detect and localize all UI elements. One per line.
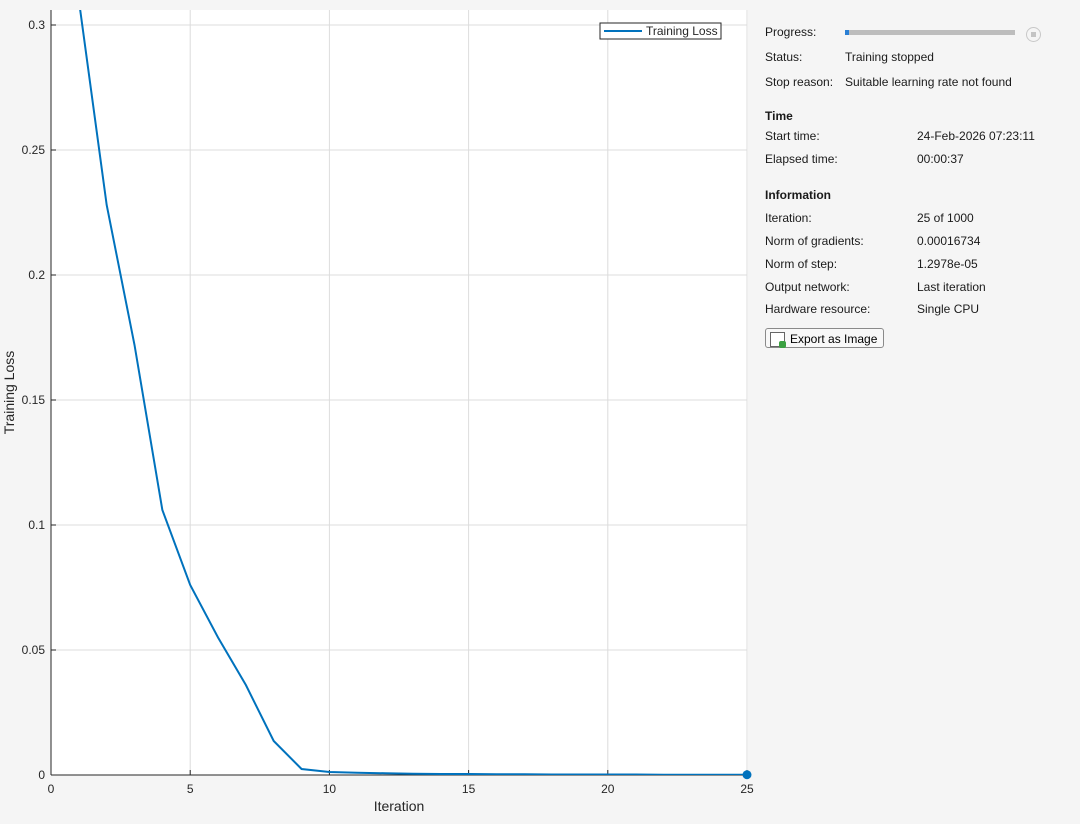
elapsed-time-value: 00:00:37	[917, 152, 964, 166]
x-tick-label: 15	[462, 782, 476, 796]
training-loss-chart: 0 5 10 15 20 25 0 0.05 0.1 0.15 0.2 0.25 0.3 Iteratio…	[1, 10, 754, 814]
stop-reason-label: Stop reason:	[765, 75, 834, 89]
x-axis-label: Iteration	[374, 798, 425, 814]
info-label: Norm of step:	[765, 257, 838, 271]
info-label: Output network:	[765, 280, 850, 294]
export-image-icon	[770, 332, 786, 348]
elapsed-time-label: Elapsed time:	[765, 152, 838, 166]
progress-bar	[845, 30, 1015, 35]
y-tick-label: 0	[38, 768, 45, 782]
export-label: Export as Image	[790, 332, 878, 346]
info-label: Norm of gradients:	[765, 234, 864, 248]
stop-reason-value: Suitable learning rate not found	[845, 75, 1012, 89]
x-tick-label: 25	[740, 782, 754, 796]
plot-area	[51, 10, 748, 775]
info-label: Iteration:	[765, 211, 812, 225]
y-tick-label: 0.2	[28, 268, 45, 282]
training-loss-line	[79, 10, 747, 775]
start-time-label: Start time:	[765, 129, 820, 143]
info-label: Hardware resource:	[765, 302, 871, 316]
info-value: 25 of 1000	[917, 211, 974, 225]
information-header: Information	[765, 188, 831, 202]
y-tick-label: 0.3	[28, 18, 45, 32]
y-axis-label: Training Loss	[1, 351, 17, 435]
info-value: Single CPU	[917, 302, 980, 316]
x-tick-label: 5	[187, 782, 194, 796]
y-tick-label: 0.1	[28, 518, 45, 532]
legend	[599, 22, 722, 40]
y-tick-label: 0.15	[22, 393, 46, 407]
y-tick-label: 0.05	[22, 643, 46, 657]
export-as-image-button[interactable]: Export as Image	[765, 328, 885, 348]
last-point-marker	[742, 770, 752, 780]
stop-button[interactable]	[1026, 27, 1041, 42]
status-label: Status:	[765, 50, 803, 64]
x-tick-label: 10	[323, 782, 337, 796]
start-time-value: 24-Feb-2026 07:23:11	[917, 129, 1035, 143]
info-value: Last iteration	[917, 280, 986, 294]
y-tick-label: 0.25	[22, 143, 46, 157]
progress-fill	[845, 30, 850, 35]
info-value: 1.2978e-05	[917, 257, 978, 271]
info-value: 0.00016734	[917, 234, 981, 248]
time-header: Time	[765, 109, 793, 123]
status-value: Training stopped	[845, 50, 934, 64]
x-tick-label: 0	[48, 782, 55, 796]
legend-entry: Training Loss	[646, 24, 718, 38]
x-tick-label: 20	[601, 782, 615, 796]
progress-label: Progress:	[765, 25, 817, 39]
